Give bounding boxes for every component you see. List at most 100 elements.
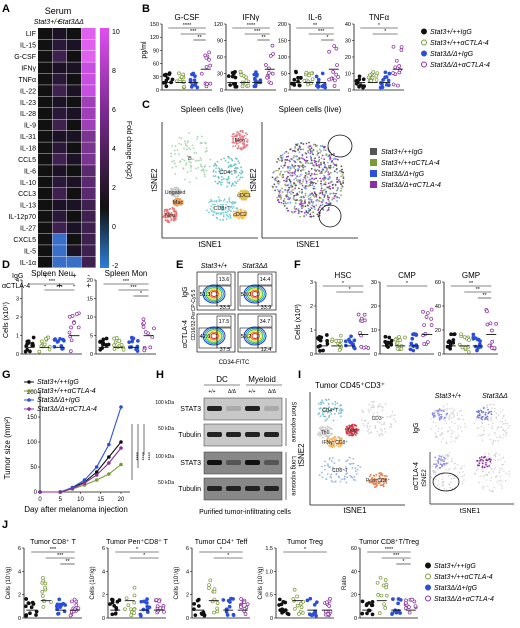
tsne-point [190,161,192,164]
tsne-point [341,478,343,481]
tsne-point [245,137,247,140]
tsne-point [321,476,324,479]
data-point [161,606,166,611]
tsne-point [337,180,340,183]
legend-marker [425,573,431,580]
tsne-point [445,416,448,418]
sig-stars: * [326,35,329,41]
data-point [67,314,72,319]
tsne-point [476,469,478,471]
legend-label: Stat3Δ/Δ+αCTLA-4 [381,182,441,189]
tsne-point [218,198,221,201]
tsne-point [337,475,340,478]
blot-kda: 100 kDa [155,454,174,460]
tsne-point [165,216,168,219]
tsne-cluster-label: Pen⁺CD8⁺ [366,478,391,484]
tsne-point [283,179,285,182]
tsne-point [448,415,451,418]
data-point [323,85,327,90]
tsne-point [499,435,501,437]
data-point [215,601,220,605]
data-point [391,71,395,75]
tsne-point [313,143,315,146]
tsne-point [277,182,280,185]
tsne-point [294,202,297,205]
data-point [68,349,73,354]
y-tick-label: 90 [217,39,223,45]
tsne-point [193,151,196,154]
y-tick-label: 60 [351,546,357,552]
tsne-point [310,147,313,150]
tsne-point [232,133,235,135]
data-point [366,75,371,80]
tsne-point [315,195,318,198]
tsne-point [318,169,321,172]
tsne-point [308,210,310,212]
data-point [155,604,160,609]
tsne-point [338,178,341,181]
tsne-point [208,201,211,204]
tsne-point [299,182,301,185]
tsne-point [390,425,393,428]
tsne-highlight-point [485,459,488,462]
data-point [334,72,339,77]
data-point [208,81,213,86]
data-point [40,589,45,594]
tsne-point [281,187,283,190]
flow-gate [216,273,232,286]
y-tick-label: 40 [351,569,357,575]
tsne-point [170,218,173,220]
tsne-point [460,409,462,412]
legend-marker [425,562,431,569]
tsne-point [309,145,312,148]
heatmap-cell [67,73,82,85]
tsne-point [177,200,179,203]
tsne-point [495,416,497,418]
data-point [310,77,315,82]
tsne-point [330,460,333,462]
tsne-highlight-point [490,410,492,413]
tsne-point [384,474,387,477]
data-point [292,587,297,592]
data-point [192,78,197,83]
tsne-point [320,471,323,474]
tsne-point [343,477,346,480]
data-point [208,63,213,68]
tsne-point [331,408,334,411]
y-tick-label: 0 [348,88,351,94]
tsne-point [348,456,351,459]
tsne-point [324,171,327,174]
tsne-point [319,172,321,175]
tsne-point [309,155,312,158]
data-point [383,334,388,339]
tsne-point [440,462,442,464]
tsne-point [233,167,236,170]
tsne-point [173,162,176,165]
flow-contour [249,289,261,299]
legend-label: Stat3Δ/Δ+αCTLA-4 [430,62,490,69]
y-tick-label: 150 [27,415,38,421]
tsne-point [449,467,451,470]
tsne-point [499,467,501,470]
tsne-point [287,171,290,174]
tsne-point [381,409,384,412]
tsne-point [336,407,339,410]
tsne-point [237,174,240,177]
tsne-point [237,142,240,145]
tsne-highlight-point [481,418,483,421]
tsne-point [220,175,223,178]
tsne-point [382,406,384,409]
tsne-point [212,175,215,178]
tsne-point [222,211,224,214]
data-point [239,597,243,601]
tsne-highlight-point [437,460,440,463]
tsne-point [499,420,502,423]
data-point [270,43,275,48]
tsne-point [496,428,498,430]
tsne-point [308,147,311,150]
tsne-point [300,173,302,176]
tsne-point [304,176,306,179]
tsne-point [361,422,364,425]
data-point [307,73,311,78]
y-tick-label: 4 [16,278,19,284]
